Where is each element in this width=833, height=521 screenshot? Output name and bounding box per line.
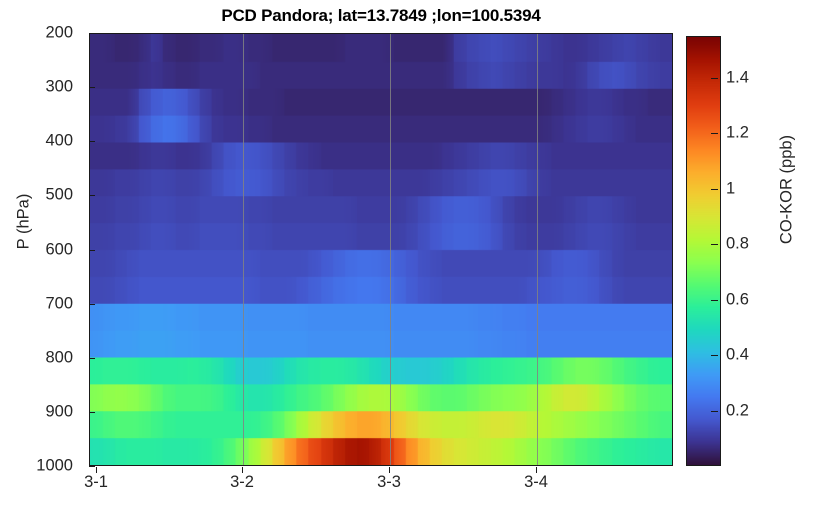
- y-axis-tick-mark: [89, 303, 95, 305]
- y-axis-tick-label: 900: [45, 402, 73, 421]
- x-axis-tick-label: 3-1: [84, 473, 108, 491]
- y-axis-tick-label: 300: [45, 77, 73, 96]
- y-axis-tick-label: 1000: [36, 456, 73, 475]
- colorbar-tick-label: 0.4: [726, 345, 749, 364]
- y-axis-tick-label: 700: [45, 294, 73, 313]
- colorbar-tick-mark: [711, 410, 718, 412]
- y-axis-tick-label: 800: [45, 348, 73, 367]
- y-axis-tick-mark: [89, 411, 95, 413]
- colorbar-tick-label: 0.6: [726, 290, 749, 309]
- colorbar-tick-label: 1.2: [726, 123, 749, 142]
- y-axis-tick-label: 500: [45, 185, 73, 204]
- y-axis-labels: 200 300 400 500 600 700 800 900 1000: [0, 0, 83, 521]
- heatmap-axes[interactable]: [89, 33, 673, 466]
- y-axis-tick-mark: [89, 141, 95, 143]
- y-axis-title: P (hPa): [14, 193, 33, 250]
- colorbar-tick-label: 0.2: [726, 401, 749, 420]
- x-axis-tick-label: 3-2: [230, 473, 254, 491]
- colorbar[interactable]: [686, 36, 721, 466]
- x-axis-tick-label: 3-3: [377, 473, 401, 491]
- y-axis-tick-mark: [89, 357, 95, 359]
- colorbar-tick-mark: [711, 77, 718, 79]
- x-axis-tick-mark: [242, 467, 243, 473]
- x-axis-tick-mark: [536, 467, 537, 473]
- colorbar-tick-mark: [711, 299, 718, 301]
- colorbar-tick-label: 1.4: [726, 68, 749, 87]
- y-axis-tick-mark: [89, 195, 95, 197]
- chart-title: PCD Pandora; lat=13.7849 ;lon=100.5394: [221, 6, 541, 25]
- y-axis-tick-label: 600: [45, 240, 73, 258]
- y-axis-tick-label: 200: [45, 23, 73, 42]
- x-axis-tick-mark: [96, 467, 97, 473]
- y-axis-tick-mark: [89, 249, 95, 251]
- colorbar-gradient: [687, 37, 720, 465]
- x-axis-tick-label: 3-4: [524, 473, 548, 491]
- colorbar-tick-mark: [711, 355, 718, 357]
- colorbar-tick-mark: [711, 244, 718, 246]
- colorbar-tick-mark: [711, 133, 718, 135]
- x-axis-tick-mark: [389, 467, 390, 473]
- colorbar-tick-mark: [711, 188, 718, 190]
- heatmap-image: [90, 34, 672, 465]
- colorbar-tick-label: 0.8: [726, 234, 749, 253]
- y-axis-tick-mark: [89, 466, 95, 467]
- y-axis-tick-mark: [89, 33, 95, 34]
- colorbar-tick-label: 1: [726, 179, 736, 198]
- y-axis-tick-mark: [89, 87, 95, 89]
- y-axis-tick-label: 400: [45, 131, 73, 150]
- colorbar-title: CO-KOR (ppb): [777, 134, 796, 245]
